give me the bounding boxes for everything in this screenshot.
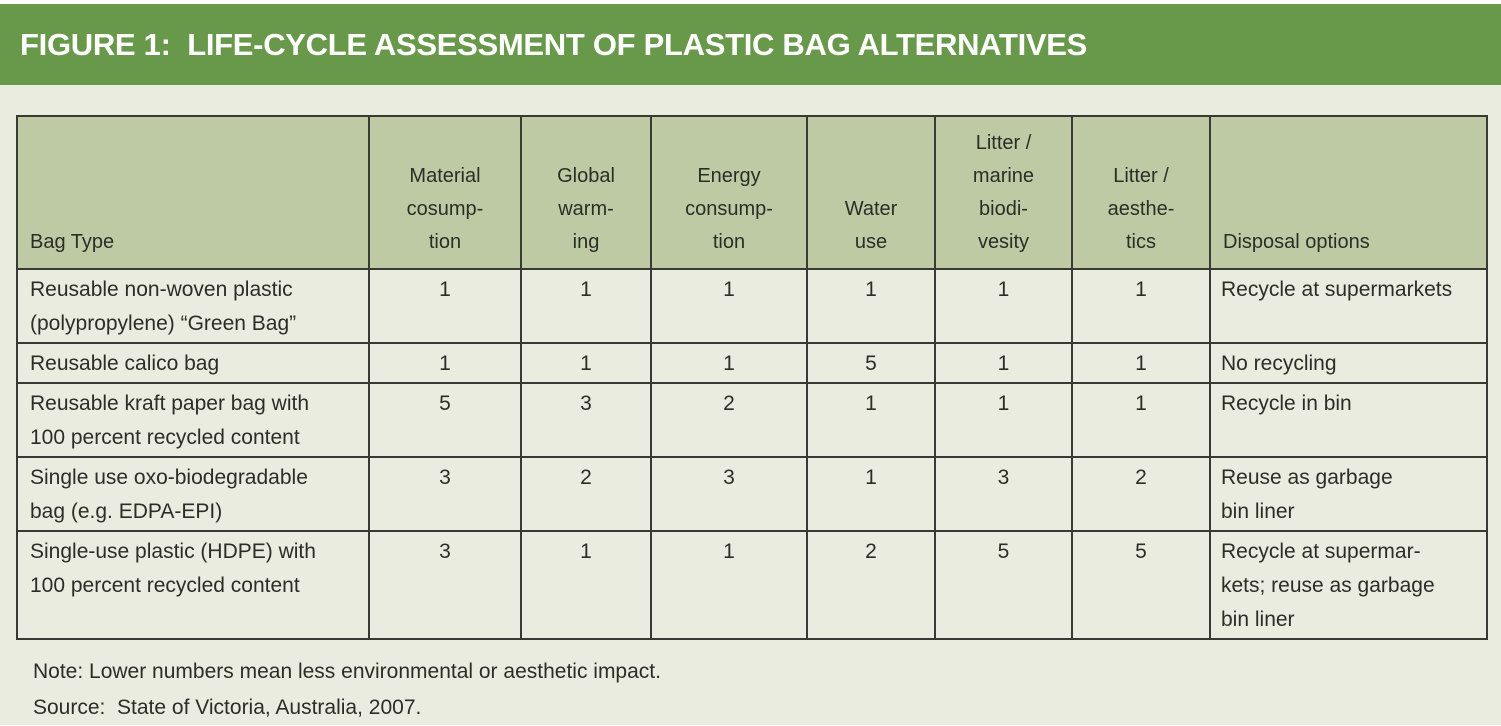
disposal-cell: Reuse as garbage bin liner	[1209, 456, 1488, 532]
bag-type-cell: Single use oxo-biodegradable bag (e.g. E…	[16, 456, 370, 532]
value-cell: 1	[806, 382, 936, 458]
table-row-kraft-paper-bag: Reusable kraft paper bag with 100 percen…	[16, 382, 1488, 458]
lca-table: Bag Type Material cosump- tion Global wa…	[16, 115, 1488, 640]
value-cell: 2	[806, 530, 936, 640]
value-cell: 1	[520, 342, 652, 384]
value-cell: 3	[934, 456, 1073, 532]
value-cell: 1	[934, 268, 1073, 344]
value-cell: 1	[368, 342, 522, 384]
table-row-calico-bag: Reusable calico bag 1 1 1 5 1 1 No recyc…	[16, 342, 1488, 384]
value-cell: 3	[368, 530, 522, 640]
value-cell: 2	[520, 456, 652, 532]
figure-footer: Note: Lower numbers mean less environmen…	[16, 640, 1486, 726]
value-cell: 1	[520, 268, 652, 344]
value-cell: 5	[934, 530, 1073, 640]
value-cell: 1	[520, 530, 652, 640]
figure-body: Bag Type Material cosump- tion Global wa…	[0, 85, 1501, 725]
disposal-cell: No recycling	[1209, 342, 1488, 384]
bag-type-cell: Reusable non-woven plastic (polypropylen…	[16, 268, 370, 344]
value-cell: 1	[650, 530, 808, 640]
col-header-disposal-options: Disposal options	[1209, 115, 1488, 270]
col-header-water-use: Water use	[806, 115, 936, 270]
value-cell: 1	[1071, 268, 1211, 344]
col-header-litter-marine-biodivesity: Litter / marine biodi- vesity	[934, 115, 1073, 270]
value-cell: 1	[650, 268, 808, 344]
value-cell: 1	[806, 268, 936, 344]
value-cell: 3	[520, 382, 652, 458]
value-cell: 1	[934, 382, 1073, 458]
value-cell: 1	[806, 456, 936, 532]
note-text: Note: Lower numbers mean less environmen…	[33, 660, 661, 683]
value-cell: 1	[368, 268, 522, 344]
col-header-litter-aesthetics: Litter / aesthe- tics	[1071, 115, 1211, 270]
header-row: Bag Type Material cosump- tion Global wa…	[16, 115, 1488, 270]
value-cell: 5	[368, 382, 522, 458]
value-cell: 5	[1071, 530, 1211, 640]
value-cell: 3	[650, 456, 808, 532]
value-cell: 2	[1071, 456, 1211, 532]
disposal-cell: Recycle in bin	[1209, 382, 1488, 458]
value-cell: 1	[934, 342, 1073, 384]
col-header-bag-type: Bag Type	[16, 115, 370, 270]
figure-title-bar: FIGURE 1: LIFE-CYCLE ASSESSMENT OF PLAST…	[0, 4, 1501, 85]
value-cell: 1	[1071, 342, 1211, 384]
bag-type-cell: Reusable calico bag	[16, 342, 370, 384]
value-cell: 1	[650, 342, 808, 384]
value-cell: 3	[368, 456, 522, 532]
col-header-material-cosumption: Material cosump- tion	[368, 115, 522, 270]
col-header-global-warming: Global warm- ing	[520, 115, 652, 270]
source-text: Source: State of Victoria, Australia, 20…	[33, 696, 422, 719]
value-cell: 5	[806, 342, 936, 384]
top-margin-strip	[0, 0, 1501, 4]
col-header-energy-consumption: Energy consump- tion	[650, 115, 808, 270]
table-row-green-bag: Reusable non-woven plastic (polypropylen…	[16, 268, 1488, 344]
disposal-cell: Recycle at supermarkets	[1209, 268, 1488, 344]
table-row-hdpe-plastic-bag: Single-use plastic (HDPE) with 100 perce…	[16, 530, 1488, 640]
bag-type-cell: Reusable kraft paper bag with 100 percen…	[16, 382, 370, 458]
figure-title: FIGURE 1: LIFE-CYCLE ASSESSMENT OF PLAST…	[20, 26, 1088, 62]
disposal-cell: Recycle at supermar- kets; reuse as garb…	[1209, 530, 1488, 640]
bag-type-cell: Single-use plastic (HDPE) with 100 perce…	[16, 530, 370, 640]
value-cell: 1	[1071, 382, 1211, 458]
value-cell: 2	[650, 382, 808, 458]
table-row-oxo-biodegradable-bag: Single use oxo-biodegradable bag (e.g. E…	[16, 456, 1488, 532]
